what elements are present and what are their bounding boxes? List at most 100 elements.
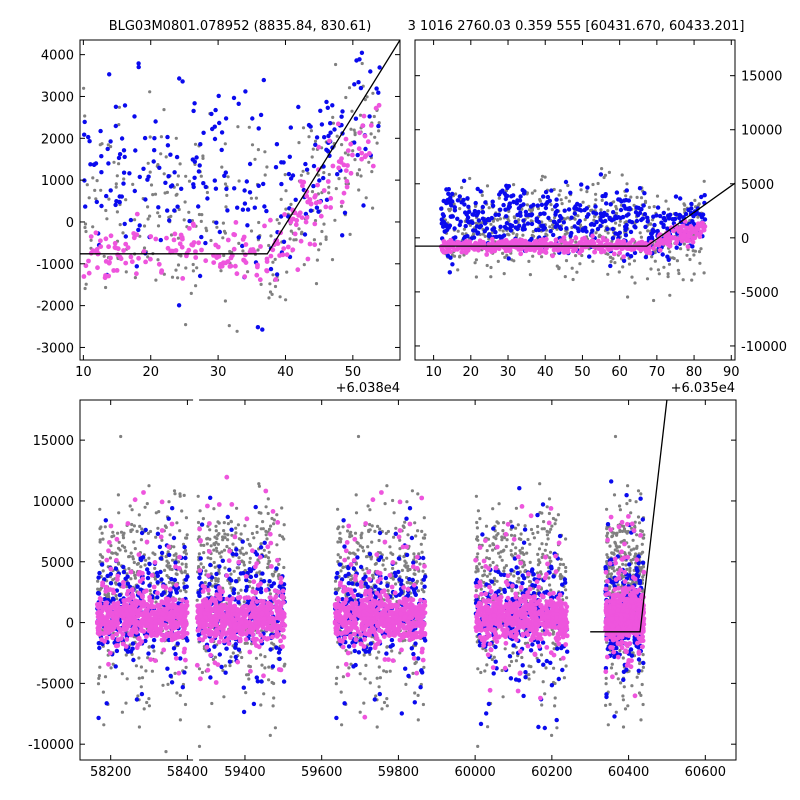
blue-point: [281, 160, 286, 165]
blue-point: [541, 211, 546, 216]
magenta-point: [111, 601, 117, 606]
gray-point: [164, 155, 168, 159]
gray-point: [146, 656, 150, 660]
gray-point: [649, 267, 653, 271]
blue-point: [236, 600, 241, 605]
gray-point: [167, 215, 171, 219]
magenta-point: [115, 252, 121, 258]
magenta-point: [104, 557, 110, 563]
magenta-point: [193, 249, 198, 255]
blue-point: [116, 155, 122, 161]
magenta-point: [202, 585, 208, 590]
magenta-point: [123, 241, 129, 247]
blue-point: [591, 210, 596, 215]
gray-point: [114, 582, 118, 586]
gray-point: [154, 511, 158, 515]
gray-point: [246, 270, 250, 274]
magenta-point: [163, 585, 169, 590]
gray-point: [166, 682, 170, 687]
gray-point: [83, 114, 87, 118]
blue-point: [123, 234, 128, 239]
gray-point: [289, 202, 293, 206]
blue-point: [184, 584, 189, 589]
gray-point: [285, 270, 289, 274]
gray-point: [124, 653, 128, 657]
gray-point: [213, 543, 217, 547]
blue-point: [498, 224, 503, 229]
magenta-point: [601, 237, 606, 243]
gray-point: [284, 207, 288, 211]
magenta-point: [100, 580, 105, 586]
magenta-point: [252, 619, 258, 625]
blue-point: [361, 203, 366, 208]
gray-point: [614, 211, 619, 215]
gray-point: [156, 211, 160, 215]
magenta-point: [376, 102, 382, 108]
gray-point: [209, 238, 213, 243]
gray-point: [222, 548, 227, 552]
gray-point: [167, 500, 171, 504]
gray-point: [677, 271, 681, 276]
blue-point: [632, 250, 638, 256]
gray-point: [243, 524, 247, 528]
gray-point: [263, 173, 267, 177]
gray-point: [282, 537, 286, 541]
gray-point: [265, 566, 270, 570]
gray-point: [205, 542, 209, 546]
gray-point: [223, 231, 227, 235]
gray-point: [202, 551, 206, 555]
blue-point: [697, 212, 703, 217]
magenta-point: [148, 623, 154, 629]
blue-point: [108, 188, 113, 193]
blue-point: [212, 136, 218, 142]
gray-point: [316, 173, 320, 177]
gray-point: [204, 569, 208, 573]
magenta-point: [473, 240, 478, 246]
gray-point: [157, 510, 161, 514]
gray-point: [620, 173, 624, 177]
gray-point: [530, 233, 534, 237]
magenta-point: [149, 572, 155, 578]
blue-point: [457, 222, 462, 228]
gray-point: [146, 161, 150, 165]
blue-point: [159, 550, 165, 556]
gray-point: [169, 233, 174, 237]
gray-point: [229, 655, 233, 659]
blue-point: [167, 552, 172, 558]
magenta-point: [103, 615, 108, 621]
gray-point: [128, 504, 132, 508]
magenta-point: [255, 625, 260, 631]
gray-point: [327, 172, 331, 177]
magenta-point: [281, 600, 286, 605]
gray-point: [122, 177, 126, 181]
blue-point: [142, 135, 148, 141]
gray-point: [460, 186, 464, 190]
blue-point: [225, 514, 230, 520]
blue-point: [106, 161, 111, 166]
gray-point: [273, 726, 277, 730]
y-tick-label: -10000: [741, 340, 787, 355]
gray-point: [574, 254, 578, 258]
blue-point: [105, 146, 110, 152]
blue-point: [274, 142, 280, 147]
gray-point: [652, 298, 656, 303]
blue-point: [587, 254, 592, 259]
gray-point: [101, 569, 105, 573]
magenta-point: [367, 151, 372, 156]
blue-point: [367, 114, 372, 119]
gray-point: [223, 566, 227, 570]
gray-point: [322, 222, 326, 226]
blue-point: [627, 206, 632, 211]
gray-point: [111, 662, 115, 666]
magenta-point: [149, 599, 155, 604]
magenta-point: [207, 614, 213, 620]
blue-point: [358, 85, 364, 91]
magenta-point: [173, 564, 178, 570]
blue-point: [569, 215, 574, 220]
blue-point: [254, 675, 259, 680]
magenta-point: [202, 629, 208, 635]
magenta-point: [674, 239, 680, 245]
blue-point: [463, 210, 468, 215]
magenta-point: [205, 622, 211, 628]
gray-point: [596, 181, 600, 186]
